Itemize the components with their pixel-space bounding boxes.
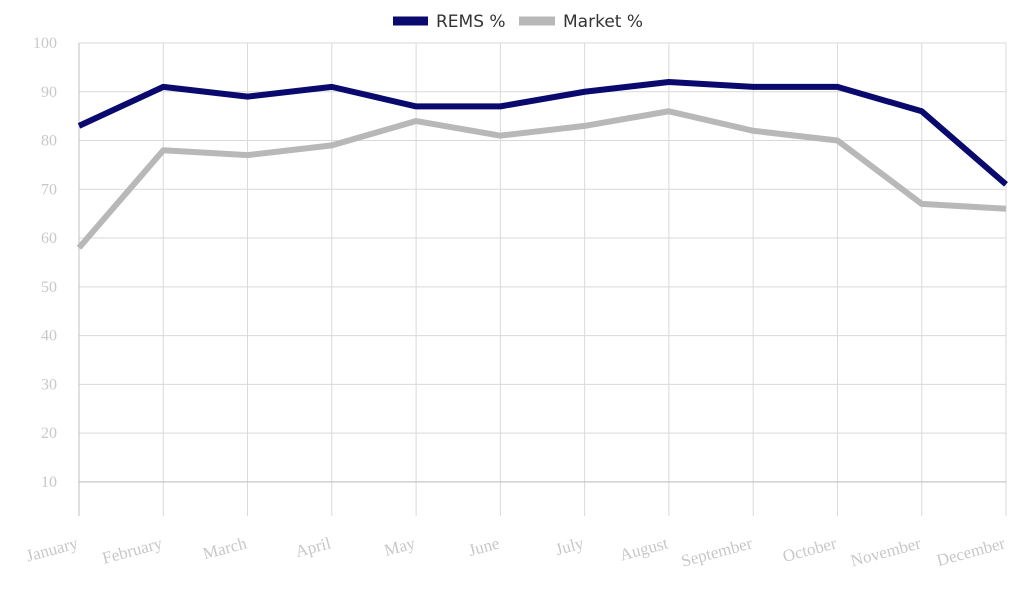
series-line-market [76, 108, 1007, 250]
x-axis-tick-labels: January February March April May June July Augu… [24, 533, 1007, 570]
horizontal-gridlines [79, 42, 1006, 483]
y-tick-label: 40 [41, 328, 57, 345]
series-lines [76, 79, 1008, 250]
legend-label-market: Market % [563, 12, 643, 32]
y-tick-label: 80 [41, 133, 57, 150]
x-tick-label: January [24, 533, 80, 565]
vertical-gridlines [78, 43, 1007, 516]
y-tick-label: 100 [33, 35, 57, 52]
x-tick-label: May [382, 533, 417, 560]
x-tick-label: November [849, 533, 924, 570]
x-tick-label: September [679, 533, 754, 570]
y-tick-label: 30 [41, 376, 57, 393]
series-line-rems [77, 79, 1008, 187]
y-tick-label: 50 [41, 279, 57, 296]
x-tick-label: February [100, 533, 165, 567]
y-axis-tick-labels: 10 20 30 40 50 60 70 80 90 100 [33, 35, 57, 491]
y-tick-label: 10 [41, 474, 57, 491]
y-tick-label: 90 [41, 84, 57, 101]
x-tick-label: October [781, 533, 839, 566]
legend: REMS % Market % [393, 12, 643, 32]
y-tick-label: 70 [41, 181, 57, 198]
y-tick-label: 20 [41, 425, 57, 442]
x-tick-label: March [201, 533, 249, 563]
x-tick-label: August [618, 533, 671, 564]
x-tick-label: July [553, 533, 586, 559]
legend-label-rems: REMS % [436, 12, 506, 32]
x-tick-label: December [935, 533, 1008, 570]
y-tick-label: 60 [41, 230, 57, 247]
x-tick-label: April [293, 533, 333, 561]
x-tick-label: June [466, 534, 501, 560]
